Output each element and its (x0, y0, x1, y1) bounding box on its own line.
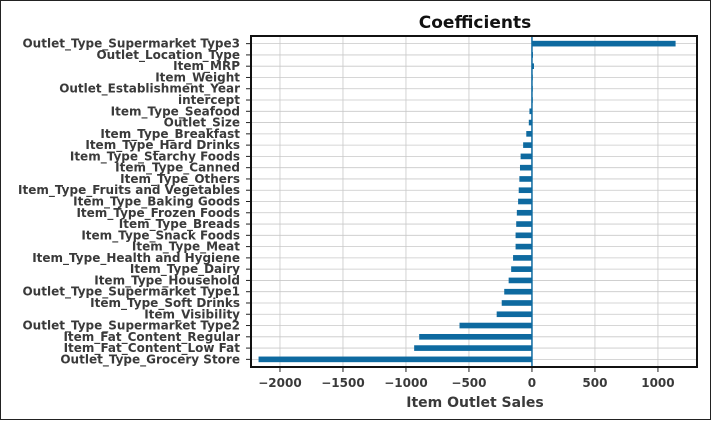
bar (520, 153, 532, 160)
bar (459, 322, 532, 329)
bar (515, 232, 532, 239)
bar (519, 176, 532, 182)
y-tick-label: Outlet_Establishment_Year (59, 82, 240, 97)
bar (496, 311, 532, 318)
y-tick-label: Item_Type_Health and Hygiene (32, 251, 240, 266)
bar (531, 40, 676, 47)
bar (511, 266, 532, 272)
bar (529, 108, 532, 115)
y-tick-label: Item_MRP (173, 59, 240, 74)
bar (526, 131, 532, 137)
y-tick-label: Item_Fat_Content_Low Fat (64, 341, 241, 356)
x-tick-label: −1500 (321, 376, 364, 390)
y-tick-label: Item_Fat_Content_Regular (63, 330, 240, 345)
x-tick-label: 500 (582, 376, 607, 390)
y-tick-label: Outlet_Type_Grocery Store (60, 352, 240, 367)
y-tick-label: Item_Type_Hard Drinks (85, 138, 240, 153)
bar (531, 63, 534, 70)
y-tick-label: Outlet_Type_Supermarket Type2 (22, 319, 240, 334)
grid-lines (251, 36, 697, 367)
y-tick-label: Item_Type_Snack Foods (81, 228, 240, 243)
y-tick-labels: Outlet_Type_Supermarket Type3Outlet_Loca… (18, 37, 251, 367)
y-tick-label: Item_Type_Fruits and Vegetables (18, 183, 240, 198)
y-tick-label: Outlet_Type_Supermarket Type1 (22, 285, 240, 300)
bar (516, 209, 532, 216)
y-tick-label: Item_Visibility (144, 307, 240, 322)
x-tick-label: 0 (528, 376, 536, 390)
x-tick-label: 1000 (641, 376, 674, 390)
bar (528, 119, 532, 126)
y-tick-label: Item_Type_Canned (115, 161, 240, 176)
x-tick-label: −1000 (384, 376, 427, 390)
y-tick-label: Item_Type_Others (120, 172, 240, 187)
bar (513, 255, 532, 261)
x-tick-label: −2000 (258, 376, 301, 390)
bar (414, 345, 532, 351)
x-axis-label: Item Outlet Sales (406, 395, 543, 411)
bar (518, 187, 532, 194)
x-tick-labels: −2000 −1500 −1000 −500 0 500 1000 (258, 367, 675, 390)
y-tick-label: Item_Type_Seafood (111, 104, 240, 119)
y-tick-label: Outlet_Type_Supermarket Type3 (22, 37, 240, 52)
y-tick-label: Outlet_Location_Type (96, 48, 240, 63)
bar (419, 333, 532, 340)
chart-title: Coefficients (419, 13, 531, 33)
plot-area (250, 35, 698, 368)
y-tick-label: Item_Type_Soft Drinks (90, 296, 240, 311)
y-tick-label: Item_Type_Frozen Foods (76, 206, 240, 221)
bar (501, 300, 532, 306)
bar (516, 221, 532, 227)
y-tick-label: Outlet_Size (164, 116, 240, 131)
bar (504, 288, 532, 295)
y-tick-label: Item_Weight (155, 70, 240, 85)
y-tick-label: Item_Type_Meat (132, 240, 240, 255)
bar (518, 198, 532, 205)
bar (508, 277, 532, 284)
bar (258, 356, 532, 363)
x-tick-label: −500 (451, 376, 486, 390)
y-tick-label: Item_Type_Breakfast (100, 127, 240, 142)
y-tick-label: Item_Type_Breads (119, 217, 240, 232)
bar (515, 243, 532, 250)
y-tick-label: Item_Type_Household (94, 273, 240, 288)
bar (523, 142, 532, 148)
y-tick-label: Item_Type_Dairy (130, 262, 240, 277)
y-tick-label: Item_Type_Baking Goods (73, 195, 240, 210)
bar (519, 164, 532, 171)
y-tick-label: Item_Type_Starchy Foods (70, 149, 240, 164)
y-tick-label: intercept (178, 93, 240, 107)
